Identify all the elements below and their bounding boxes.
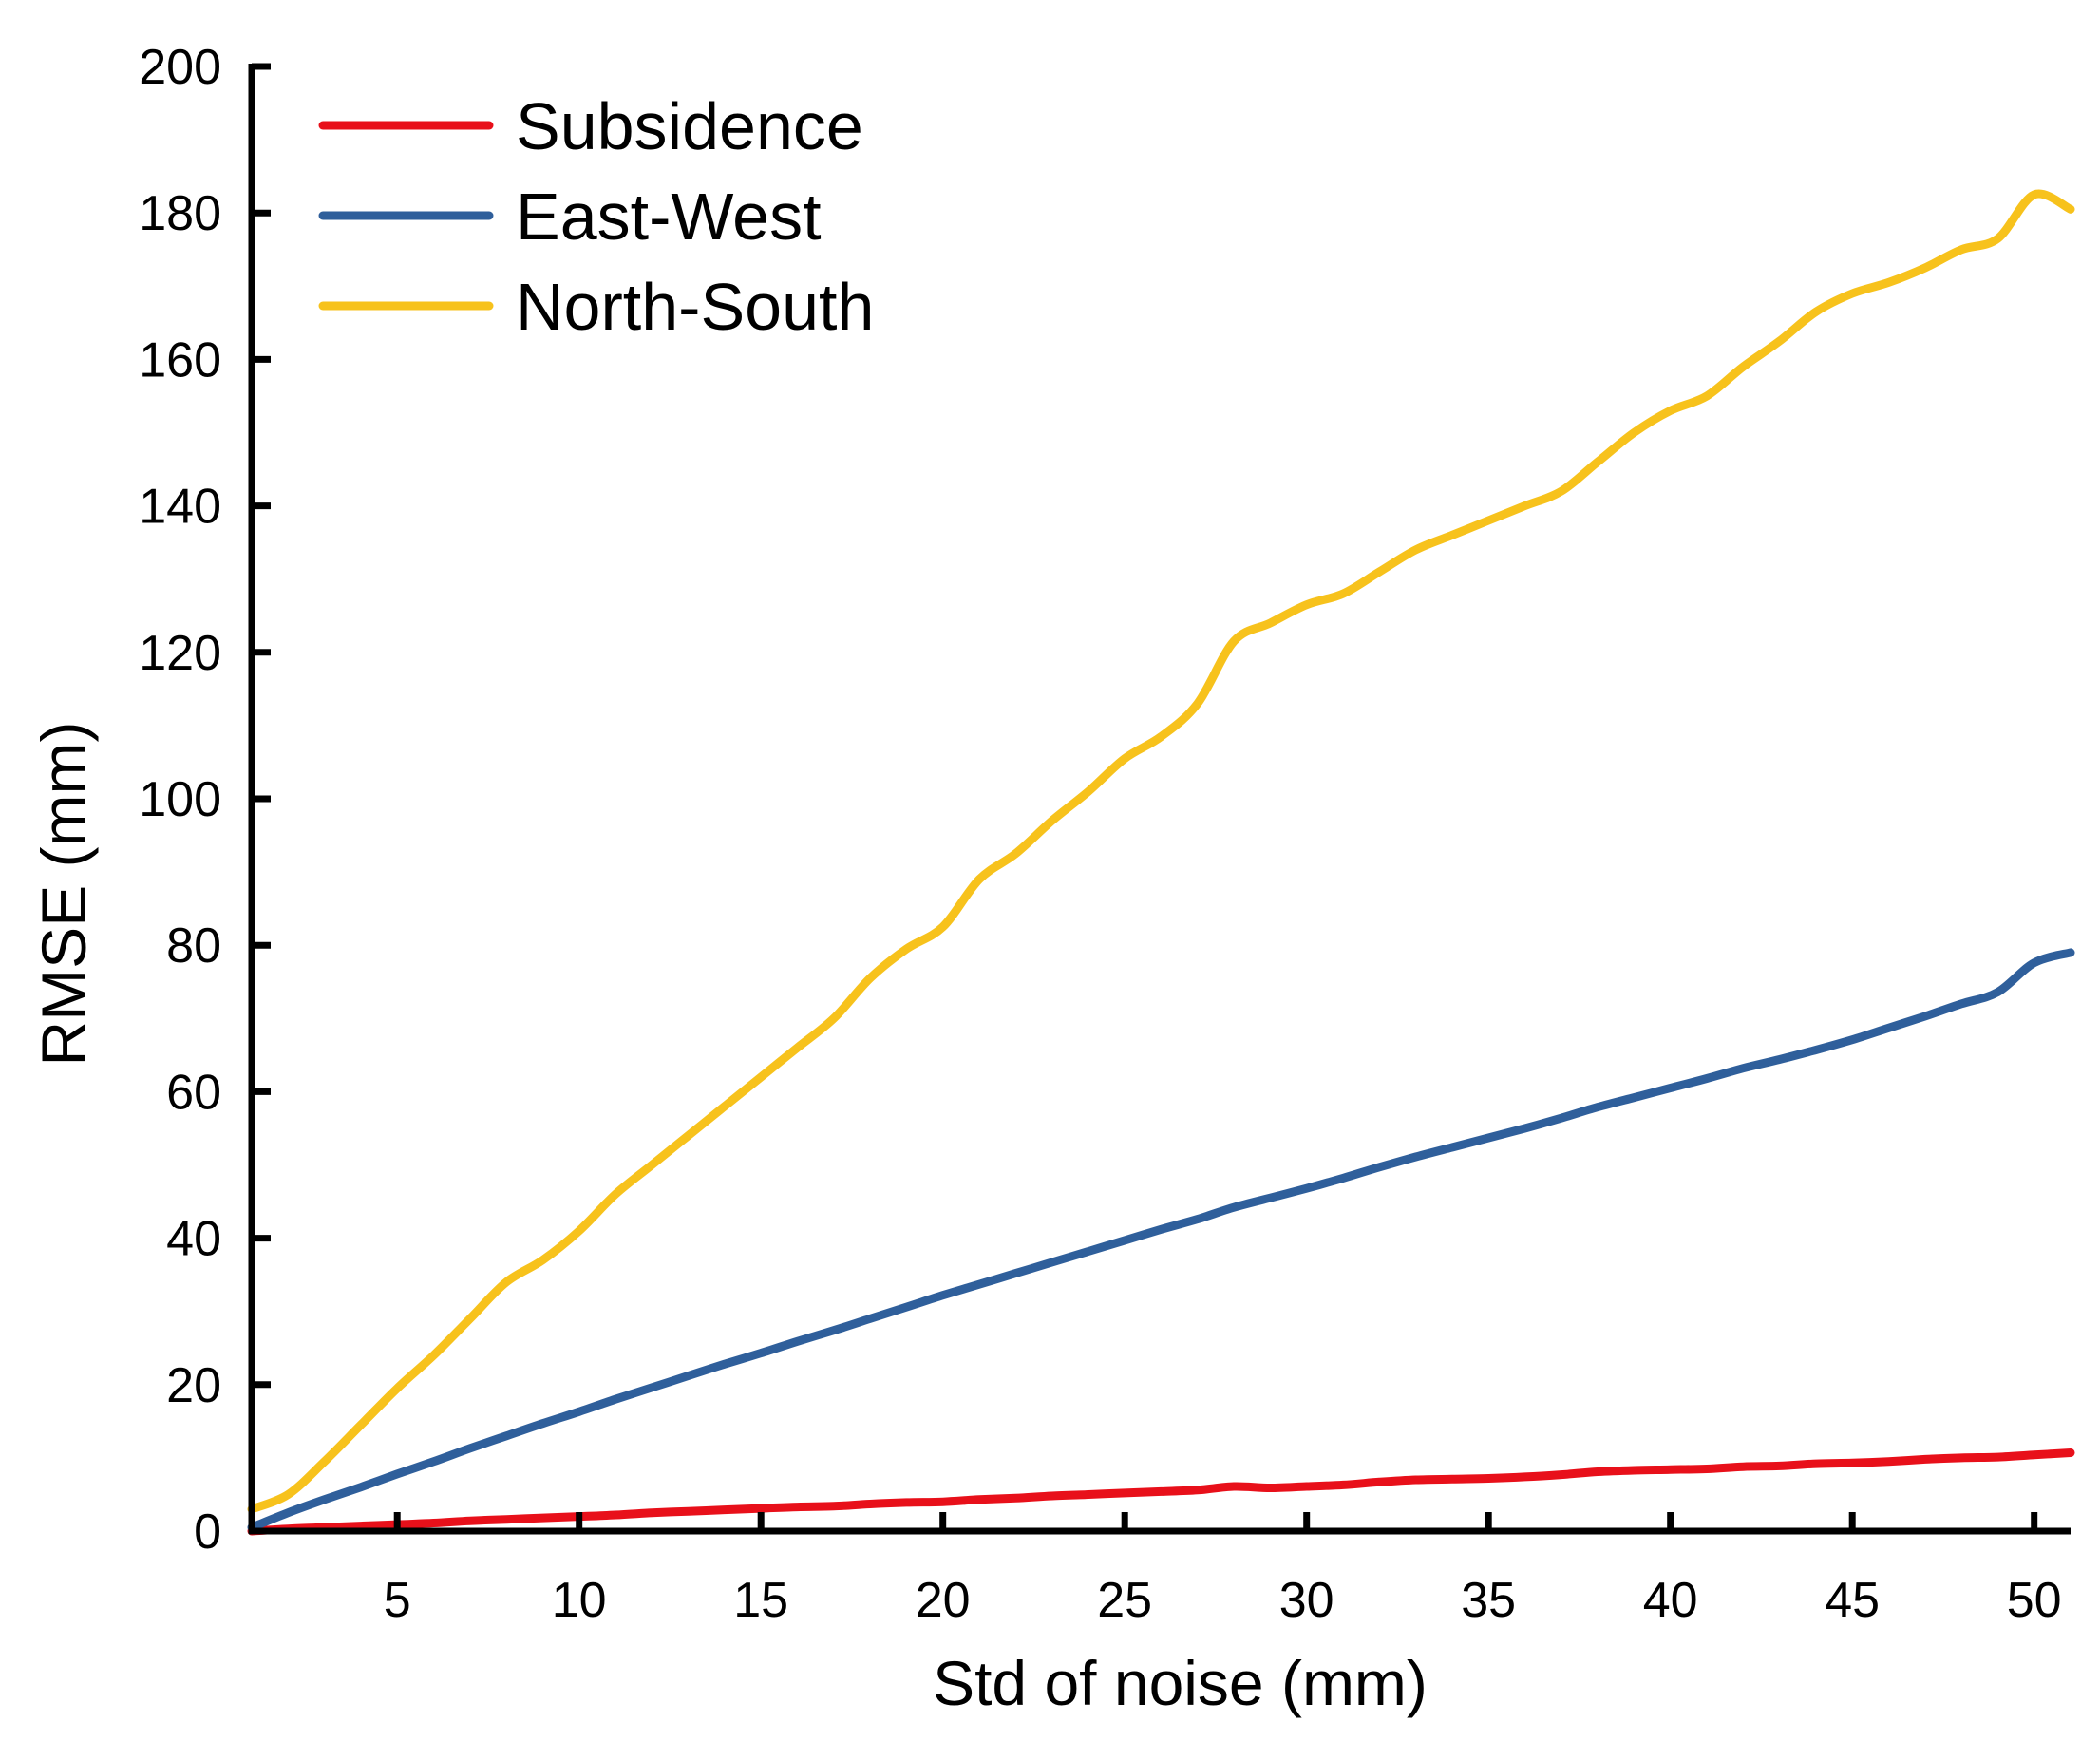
legend-label-subsidence: Subsidence [516,89,863,163]
x-tick-label: 35 [1461,1573,1516,1628]
series-line-subsidence [247,1448,2075,1536]
y-tick-label: 180 [139,186,221,241]
x-tick-label: 30 [1279,1573,1334,1628]
y-tick-label: 100 [139,772,221,827]
series-line-east-west [247,948,2075,1532]
y-tick-label: 200 [139,40,221,95]
x-tick-label: 5 [384,1573,411,1628]
y-ticks: 0 20 40 60 80 100 120 140 160 180 200 [139,40,271,1560]
y-tick-label: 140 [139,480,221,535]
y-tick-label: 40 [166,1212,221,1267]
x-tick-label: 40 [1643,1573,1698,1628]
series-line-north-south [247,189,2075,1514]
y-tick-label: 60 [166,1065,221,1120]
legend: Subsidence East-West North-South [318,89,874,344]
y-tick-label: 120 [139,626,221,681]
legend-label-east-west: East-West [516,180,822,254]
y-tick-label: 80 [166,918,221,974]
y-tick-label: 20 [166,1358,221,1413]
y-axis-title: RMSE (mm) [28,722,99,1067]
x-tick-label: 20 [916,1573,971,1628]
series-group [247,189,2075,1536]
x-tick-label: 50 [2007,1573,2062,1628]
x-tick-label: 15 [733,1573,788,1628]
x-tick-label: 25 [1097,1573,1152,1628]
legend-label-north-south: North-South [516,270,874,344]
y-tick-label: 0 [194,1504,221,1560]
x-tick-label: 10 [552,1573,607,1628]
x-ticks: 5 10 15 20 25 30 35 40 45 50 [384,1512,2062,1628]
x-axis-title: Std of noise (mm) [933,1648,1428,1718]
x-tick-label: 45 [1825,1573,1880,1628]
y-tick-label: 160 [139,332,221,388]
